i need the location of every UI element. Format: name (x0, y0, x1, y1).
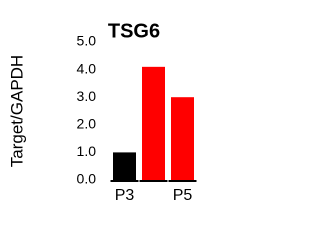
bar (113, 152, 136, 180)
chart-title: TSG6 (108, 20, 160, 42)
y-tick-label: 0.0 (77, 171, 97, 187)
chart: TSG6 Target/GAPDH 0.0 1.0 2.0 3.0 4.0 5.0 P3 P5 (7, 20, 197, 204)
y-axis-label: Target/GAPDH (7, 55, 26, 167)
y-tick-label: 3.0 (77, 88, 97, 104)
y-tick-label: 1.0 (77, 143, 97, 159)
x-tick-label: P5 (173, 187, 193, 204)
y-tick-label: 2.0 (77, 116, 97, 132)
bar (142, 66, 165, 180)
x-tick-label: P3 (115, 187, 135, 204)
bar (171, 97, 194, 180)
y-tick-label: 5.0 (77, 33, 97, 49)
y-tick-label: 4.0 (77, 60, 97, 76)
